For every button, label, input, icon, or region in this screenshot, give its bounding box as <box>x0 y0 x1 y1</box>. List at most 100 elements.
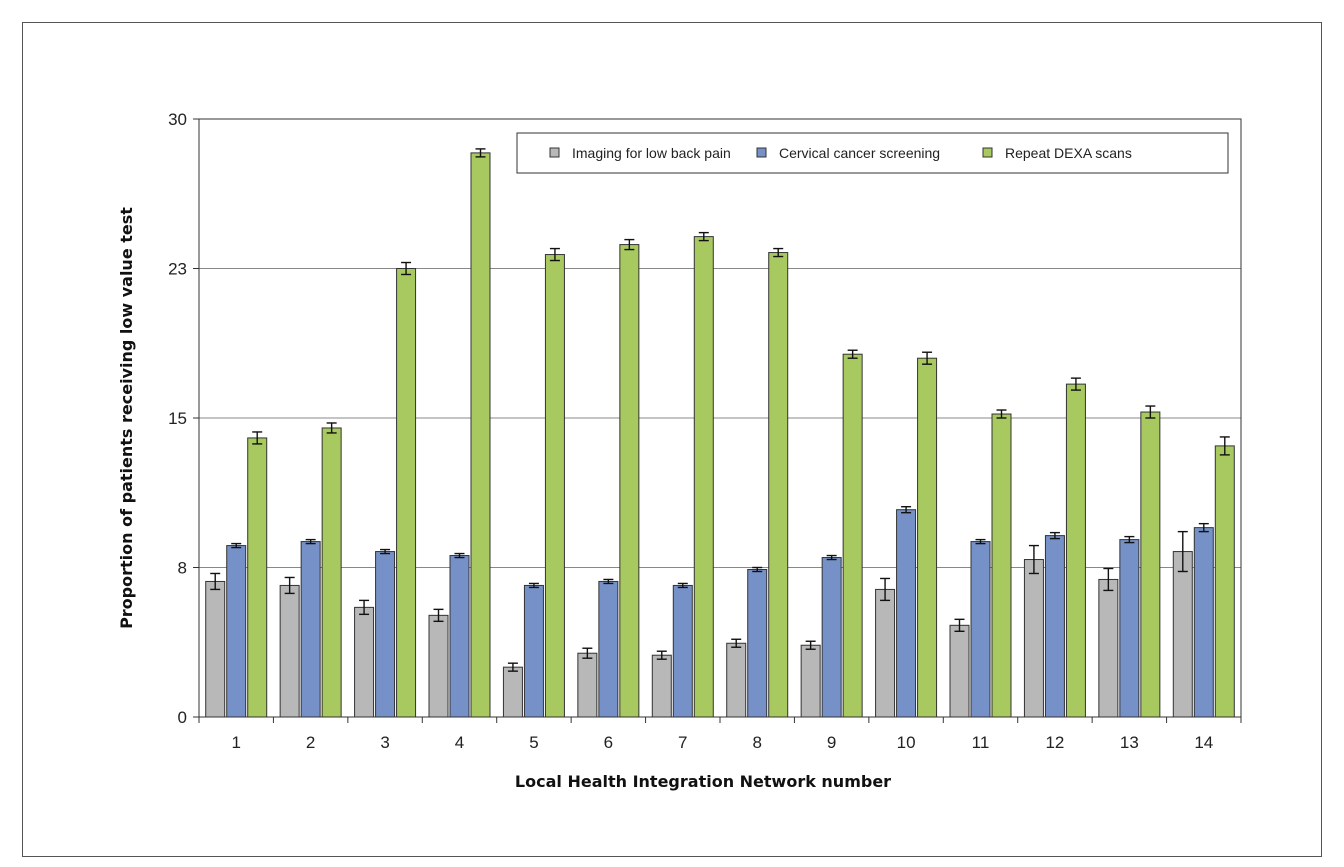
error-bar <box>582 647 593 659</box>
x-tick-label: 1 <box>231 733 240 752</box>
bar-3-9 <box>842 353 863 718</box>
bar-3-11 <box>991 413 1012 718</box>
error-bar <box>1103 567 1114 592</box>
error-bar <box>901 506 912 514</box>
bar-3-2 <box>321 427 342 718</box>
y-tick-label: 8 <box>178 559 187 578</box>
error-bar <box>475 148 486 158</box>
error-bar <box>1177 530 1188 573</box>
bar-2-1 <box>226 545 247 718</box>
bar-2-3 <box>375 551 396 718</box>
x-tick-label: 2 <box>306 733 315 752</box>
y-tick-label: 0 <box>178 708 187 727</box>
error-bar <box>305 538 316 545</box>
bar-1-3 <box>354 606 375 718</box>
error-bar <box>1070 377 1081 391</box>
bar-3-8 <box>768 252 789 718</box>
legend-label: Imaging for low back pain <box>572 145 731 161</box>
error-bar <box>401 261 412 276</box>
error-bar <box>284 576 295 595</box>
bar-3-12 <box>1065 383 1086 718</box>
error-bar <box>731 638 742 648</box>
error-bar <box>847 349 858 359</box>
bar-3-1 <box>247 437 268 718</box>
bar-2-13 <box>1119 539 1140 718</box>
legend-swatch <box>549 147 560 158</box>
y-tick-label: 30 <box>168 110 187 129</box>
bar-1-10 <box>875 588 896 718</box>
y-tick-label: 15 <box>168 409 187 428</box>
error-bar <box>507 662 518 672</box>
error-bar <box>326 422 337 434</box>
bars <box>205 148 1235 718</box>
error-bar <box>252 431 263 445</box>
error-bar <box>528 582 539 589</box>
bar-3-10 <box>917 357 938 718</box>
x-tick-label: 9 <box>827 733 836 752</box>
bar-2-5 <box>523 584 544 718</box>
bar-3-14 <box>1214 445 1235 718</box>
bar-2-11 <box>970 541 991 718</box>
error-bar <box>1124 535 1135 544</box>
bar-3-6 <box>619 244 640 718</box>
x-tick-label: 5 <box>529 733 538 752</box>
bar-1-9 <box>800 644 821 718</box>
y-axis-title: Proportion of patients receiving low val… <box>117 207 136 629</box>
error-bar <box>656 650 667 660</box>
x-tick-label: 3 <box>380 733 389 752</box>
bar-1-8 <box>726 642 747 718</box>
error-bar <box>624 238 635 251</box>
error-bar <box>698 231 709 242</box>
x-tick-label: 11 <box>972 733 990 752</box>
bar-2-9 <box>821 557 842 718</box>
bar-3-13 <box>1140 411 1161 718</box>
error-bar <box>1049 531 1060 540</box>
x-axis-title: Local Health Integration Network number <box>515 772 891 791</box>
legend-label: Cervical cancer screening <box>779 145 940 161</box>
bar-2-8 <box>747 568 768 718</box>
error-bar <box>773 247 784 258</box>
error-bar <box>752 566 763 573</box>
x-tick-label: 12 <box>1045 733 1064 752</box>
bar-3-5 <box>544 254 565 718</box>
y-tick-label: 23 <box>168 260 187 279</box>
bar-1-12 <box>1023 559 1044 718</box>
bar-1-11 <box>949 624 970 718</box>
bar-3-4 <box>470 152 491 718</box>
error-bar <box>549 247 560 262</box>
x-tick-label: 6 <box>604 733 613 752</box>
error-bar <box>826 554 837 561</box>
bar-3-7 <box>693 236 714 718</box>
error-bar <box>880 577 891 602</box>
legend-swatch <box>756 147 767 158</box>
legend: Imaging for low back pain Cervical cancer… <box>516 132 1229 174</box>
error-bar <box>677 582 688 589</box>
error-bar <box>922 351 933 365</box>
bar-2-10 <box>896 509 917 718</box>
bar-1-2 <box>279 584 300 718</box>
legend-swatch <box>982 147 993 158</box>
bar-2-7 <box>672 584 693 718</box>
error-bar <box>433 608 444 623</box>
x-tick-label: 4 <box>455 733 464 752</box>
bar-1-5 <box>502 666 523 718</box>
bar-1-13 <box>1098 578 1119 718</box>
bar-2-6 <box>598 580 619 718</box>
bar-1-7 <box>651 654 672 718</box>
x-tick-label: 13 <box>1120 733 1139 752</box>
error-bar <box>1028 544 1039 575</box>
bar-2-12 <box>1044 535 1065 718</box>
bar-1-6 <box>577 652 598 718</box>
legend-label: Repeat DEXA scans <box>1005 145 1132 161</box>
legend-box <box>516 132 1229 174</box>
bar-2-2 <box>300 541 321 718</box>
error-bar <box>1219 436 1230 456</box>
error-bar <box>603 578 614 585</box>
x-tick-label: 8 <box>752 733 761 752</box>
error-bar <box>380 548 391 555</box>
error-bar <box>1198 522 1209 533</box>
bar-2-14 <box>1193 527 1214 718</box>
figure-frame <box>22 22 1322 857</box>
x-tick-label: 7 <box>678 733 687 752</box>
